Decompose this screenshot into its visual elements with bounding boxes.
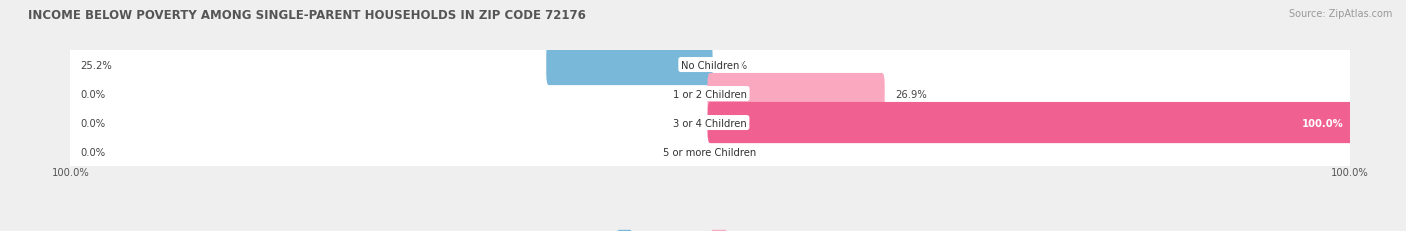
- FancyBboxPatch shape: [69, 54, 1351, 134]
- FancyBboxPatch shape: [69, 83, 1351, 163]
- Text: 0.0%: 0.0%: [80, 147, 105, 157]
- Text: 5 or more Children: 5 or more Children: [664, 147, 756, 157]
- Text: 26.9%: 26.9%: [894, 89, 927, 99]
- Text: 0.0%: 0.0%: [723, 147, 748, 157]
- Legend: Single Father, Single Mother: Single Father, Single Mother: [614, 226, 806, 231]
- FancyBboxPatch shape: [707, 74, 884, 115]
- Text: 0.0%: 0.0%: [80, 89, 105, 99]
- Text: 0.0%: 0.0%: [723, 60, 748, 70]
- FancyBboxPatch shape: [69, 25, 1351, 105]
- FancyBboxPatch shape: [707, 103, 1353, 143]
- Text: 0.0%: 0.0%: [80, 118, 105, 128]
- Text: 100.0%: 100.0%: [1302, 118, 1343, 128]
- Text: INCOME BELOW POVERTY AMONG SINGLE-PARENT HOUSEHOLDS IN ZIP CODE 72176: INCOME BELOW POVERTY AMONG SINGLE-PARENT…: [28, 9, 586, 22]
- Text: 25.2%: 25.2%: [80, 60, 111, 70]
- Text: Source: ZipAtlas.com: Source: ZipAtlas.com: [1288, 9, 1392, 19]
- Text: 1 or 2 Children: 1 or 2 Children: [673, 89, 747, 99]
- Text: No Children: No Children: [681, 60, 740, 70]
- FancyBboxPatch shape: [69, 112, 1351, 192]
- FancyBboxPatch shape: [547, 45, 713, 86]
- Text: 3 or 4 Children: 3 or 4 Children: [673, 118, 747, 128]
